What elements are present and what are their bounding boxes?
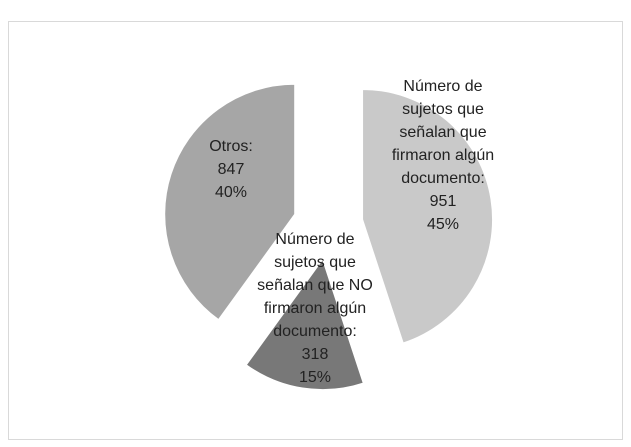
category-label: Número de sujetos que señalan que NO fir… [257, 231, 373, 340]
percent-label: 40% [214, 184, 248, 201]
category-label: Otros: [209, 138, 253, 155]
value-label: 951 [429, 193, 457, 210]
pie-slice [362, 88, 494, 344]
value-label: 318 [301, 346, 329, 363]
slice-label: Otros: 847 40% [172, 135, 290, 204]
category-label: Número de sujetos que señalan que firmar… [391, 78, 495, 187]
pie-slice [164, 83, 296, 321]
slice-label: Número de sujetos que señalan que NO fir… [256, 228, 374, 389]
pie-slice [245, 258, 364, 391]
value-label: 847 [217, 161, 245, 178]
percent-label: 45% [426, 216, 460, 233]
percent-label: 15% [298, 369, 332, 386]
slice-label: Número de sujetos que señalan que firmar… [384, 75, 502, 236]
